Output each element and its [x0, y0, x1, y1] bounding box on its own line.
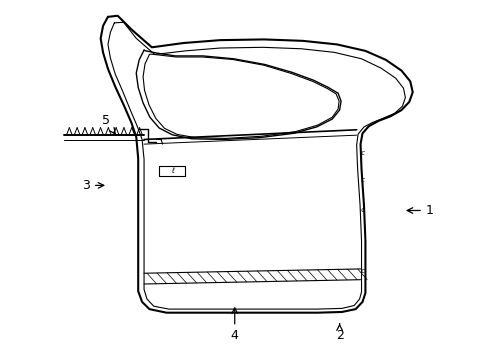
Text: c: c: [360, 269, 364, 274]
Text: 1: 1: [407, 204, 433, 217]
Text: 2: 2: [335, 324, 343, 342]
Text: c: c: [360, 177, 364, 183]
Text: c: c: [360, 150, 364, 156]
Text: 3: 3: [82, 179, 103, 192]
Text: 4: 4: [230, 308, 238, 342]
Text: c: c: [360, 207, 364, 213]
Text: ℓ: ℓ: [170, 168, 173, 174]
Text: 5: 5: [102, 114, 115, 134]
